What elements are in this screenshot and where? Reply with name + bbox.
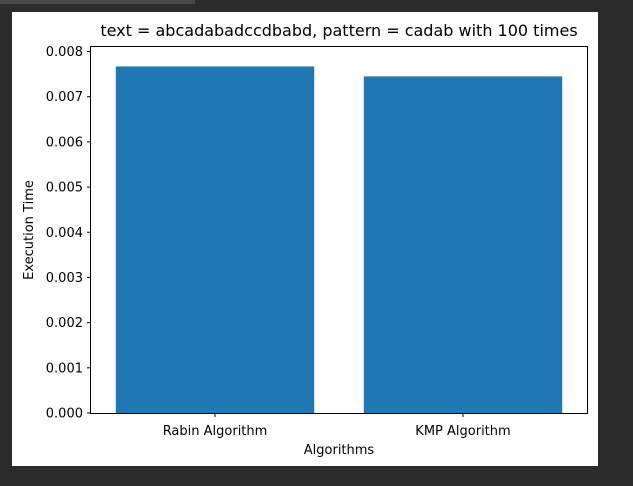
y-tick-label-0: 0.000 [46, 407, 83, 422]
chart-figure: text = abcadabadccdbabd, pattern = cadab… [12, 12, 598, 466]
window-tab-strip [0, 0, 195, 4]
y-axis: 0.000 0.001 0.002 0.003 0.004 0.005 0.006 0.007… [46, 45, 91, 422]
y-tick-label-7: 0.007 [46, 90, 83, 105]
y-tick-label-5: 0.005 [46, 181, 83, 196]
bar-0 [115, 66, 315, 413]
bar-1 [363, 76, 563, 414]
y-tick-label-6: 0.006 [46, 135, 83, 150]
chart-title: text = abcadabadccdbabd, pattern = cadab… [100, 21, 577, 40]
y-tick-label-3: 0.003 [46, 271, 83, 286]
y-tick-label-8: 0.008 [46, 45, 83, 60]
x-tick-label-1: KMP Algorithm [415, 424, 510, 439]
y-tick-label-2: 0.002 [46, 316, 83, 331]
y-tick-label-1: 0.001 [46, 361, 83, 376]
y-tick-label-4: 0.004 [46, 226, 83, 241]
y-axis-label: Execution Time [22, 180, 37, 280]
bar-chart: text = abcadabadccdbabd, pattern = cadab… [22, 21, 588, 458]
x-axis-label: Algorithms [304, 443, 375, 458]
bars-group [115, 66, 563, 414]
x-tick-label-0: Rabin Algorithm [163, 424, 268, 439]
plot-frame [90, 46, 588, 414]
x-axis: Rabin Algorithm KMP Algorithm [163, 413, 511, 439]
